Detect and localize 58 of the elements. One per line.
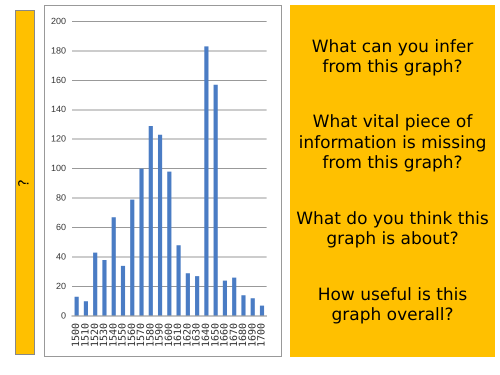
y-tick-label: 160 [50, 74, 66, 85]
bar [74, 296, 79, 316]
y-tick-label: 180 [50, 45, 66, 56]
bar [167, 172, 172, 316]
x-tick-label: 1680 [238, 322, 250, 348]
x-tick-label: 1500 [71, 322, 82, 348]
x-tick-label: 1700 [256, 322, 268, 348]
x-tick-label: 1590 [154, 322, 166, 348]
text: What vital piece of information is missing from this graph? [298, 112, 488, 174]
y-tick-label: 80 [56, 192, 66, 203]
y-tick-label: 100 [50, 163, 66, 174]
bar [204, 46, 208, 316]
x-tick-label: 1580 [145, 322, 156, 348]
bar [158, 134, 162, 316]
bar [241, 295, 246, 316]
bar [232, 278, 236, 316]
bar [130, 200, 134, 316]
text: What can you infer from this graph? [310, 36, 474, 78]
bar [93, 252, 98, 316]
bar [214, 84, 218, 316]
y-tick-label: 20 [56, 280, 66, 291]
text: How useful is this graph overall? [316, 284, 468, 326]
bar [176, 245, 181, 316]
x-tick-label: 1670 [228, 322, 240, 348]
x-tick-label: 1610 [173, 322, 184, 348]
bar [84, 301, 88, 316]
x-tick-label: 1520 [90, 322, 101, 348]
bar [186, 273, 190, 316]
x-tick-label: 1560 [126, 322, 138, 348]
bar [195, 276, 200, 316]
y-tick-label: 60 [56, 222, 66, 232]
bar [102, 260, 107, 316]
x-tick-label: 1550 [118, 322, 129, 348]
y-tick-label: 200 [50, 16, 66, 26]
y-axis-title: ? [17, 178, 33, 186]
x-tick-label: 1630 [192, 322, 203, 348]
x-tick-label: 1650 [210, 322, 222, 348]
y-tick-label: 120 [50, 134, 66, 144]
bar [112, 217, 116, 316]
bar [120, 266, 126, 316]
x-tick-label: 1620 [182, 322, 194, 348]
bar [222, 280, 228, 316]
text: What do you think this graph is about? [296, 208, 489, 250]
y-tick-label: 0 [61, 310, 66, 320]
y-tick-label: 40 [56, 252, 66, 262]
bar [148, 126, 153, 316]
x-tick-label: 1640 [200, 322, 212, 348]
bar [250, 298, 255, 316]
bar [260, 306, 264, 316]
y-tick-label: 140 [50, 104, 66, 114]
x-tick-label: 1600 [164, 322, 175, 348]
x-tick-label: 1540 [108, 322, 120, 348]
x-tick-label: 1510 [80, 322, 92, 348]
x-tick-label: 1570 [136, 322, 148, 348]
x-tick-label: 1530 [99, 322, 110, 348]
x-tick-label: 1660 [220, 322, 231, 348]
bar [139, 168, 144, 316]
x-tick-label: 1690 [247, 322, 258, 348]
